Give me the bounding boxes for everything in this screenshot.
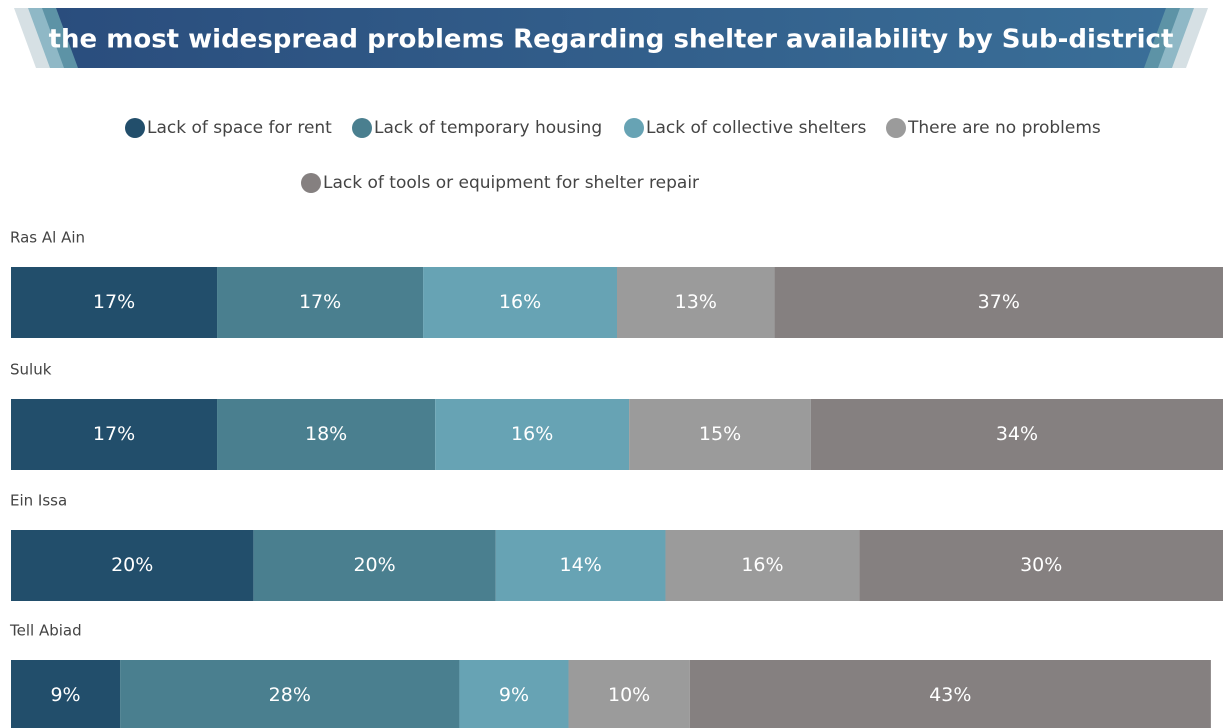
bar-segment bbox=[459, 660, 569, 728]
value-label: 13% bbox=[675, 291, 717, 313]
legend-swatch bbox=[352, 118, 372, 138]
bar-segment bbox=[617, 267, 775, 338]
bar-segment bbox=[629, 399, 811, 470]
value-label: 43% bbox=[929, 684, 971, 706]
bar-segment bbox=[495, 530, 666, 601]
category-label: Ein Issa bbox=[10, 492, 67, 510]
value-label: 30% bbox=[1020, 554, 1062, 576]
legend-label: Lack of tools or equipment for shelter r… bbox=[323, 173, 699, 193]
bar-segment bbox=[859, 530, 1223, 601]
value-label: 17% bbox=[93, 423, 135, 445]
bar-segment bbox=[120, 660, 460, 728]
bar-segment bbox=[810, 399, 1223, 470]
legend-label: Lack of collective shelters bbox=[646, 118, 867, 138]
legend-swatch bbox=[624, 118, 644, 138]
bar-segment bbox=[217, 267, 424, 338]
chart-title: the most widespread problems Regarding s… bbox=[49, 25, 1174, 55]
legend-swatch bbox=[125, 118, 145, 138]
value-label: 9% bbox=[50, 684, 80, 706]
bar-segment bbox=[568, 660, 690, 728]
value-label: 28% bbox=[269, 684, 311, 706]
value-label: 16% bbox=[511, 423, 553, 445]
bar-segment bbox=[11, 399, 218, 470]
bar-segment bbox=[665, 530, 860, 601]
legend-swatch bbox=[886, 118, 906, 138]
bar-segment bbox=[11, 530, 254, 601]
value-label: 17% bbox=[93, 291, 135, 313]
value-label: 9% bbox=[499, 684, 529, 706]
category-label: Ras Al Ain bbox=[10, 229, 85, 247]
bar-segment bbox=[217, 399, 436, 470]
legend-label: There are no problems bbox=[907, 118, 1101, 138]
value-label: 18% bbox=[305, 423, 347, 445]
bar-segment bbox=[423, 267, 617, 338]
value-label: 17% bbox=[299, 291, 341, 313]
bar-segment bbox=[435, 399, 630, 470]
value-label: 34% bbox=[996, 423, 1038, 445]
legend-swatch bbox=[301, 173, 321, 193]
value-label: 14% bbox=[560, 554, 602, 576]
title-banner bbox=[14, 8, 1208, 68]
value-label: 15% bbox=[699, 423, 741, 445]
value-label: 10% bbox=[608, 684, 650, 706]
value-label: 20% bbox=[111, 554, 153, 576]
bar-segment bbox=[11, 267, 218, 338]
value-label: 37% bbox=[978, 291, 1020, 313]
value-label: 16% bbox=[741, 554, 783, 576]
legend-label: Lack of space for rent bbox=[147, 118, 332, 138]
bar-segment bbox=[689, 660, 1211, 728]
category-label: Tell Abiad bbox=[9, 622, 82, 640]
category-label: Suluk bbox=[10, 361, 52, 379]
value-label: 16% bbox=[499, 291, 541, 313]
bar-segment bbox=[774, 267, 1223, 338]
legend-label: Lack of temporary housing bbox=[374, 118, 602, 138]
bar-segment bbox=[11, 660, 121, 728]
bar-segment bbox=[253, 530, 496, 601]
value-label: 20% bbox=[353, 554, 395, 576]
